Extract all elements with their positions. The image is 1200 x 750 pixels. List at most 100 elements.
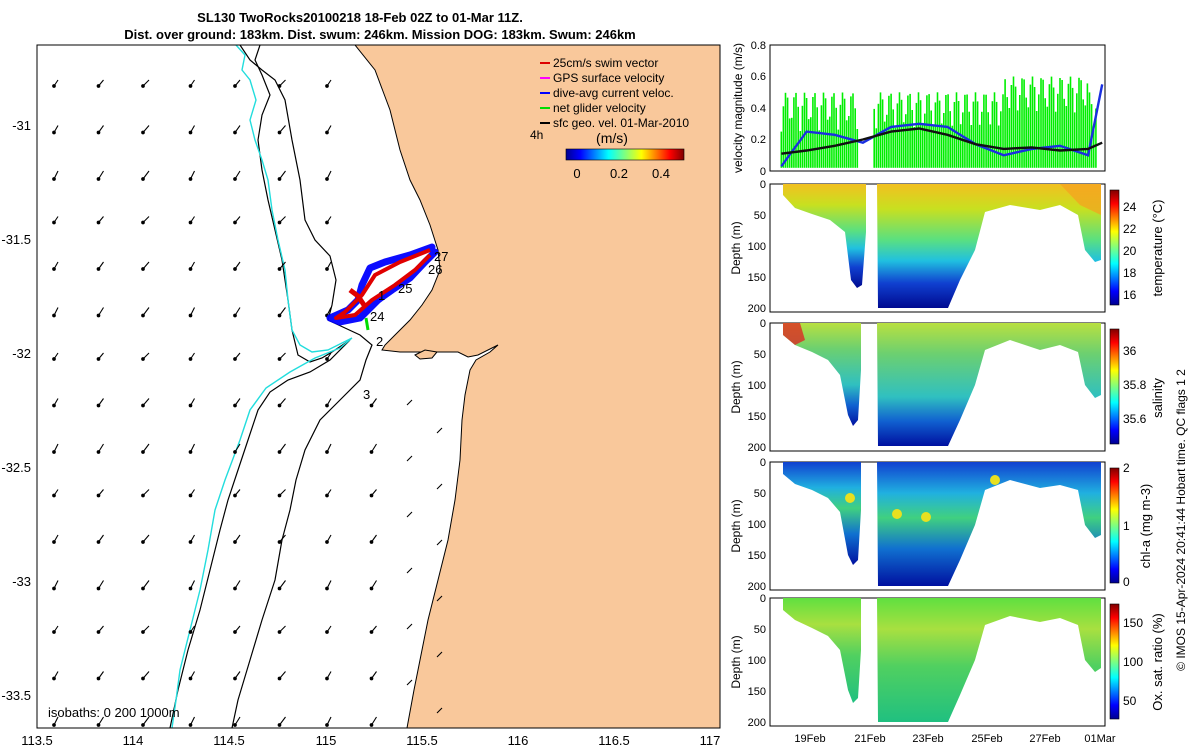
geostrophic-vector (436, 595, 443, 602)
sal-ctick: 35.8 (1123, 378, 1147, 392)
legend-label: 25cm/s swim vector (553, 56, 658, 70)
vector-head (188, 267, 193, 271)
lat-tick: -32 (12, 346, 31, 361)
vector-head (188, 313, 193, 318)
chla-panel (769, 461, 1106, 591)
vector-head (52, 220, 56, 225)
vector-head (233, 130, 237, 135)
day-marker: 2 (376, 334, 383, 349)
depth-tick: 50 (754, 349, 766, 361)
vector-head (52, 630, 56, 634)
depth-label: Depth (m) (729, 499, 743, 552)
chla-maximum (990, 475, 1000, 485)
glider-track (326, 243, 439, 331)
isobath-200m (169, 45, 351, 728)
ox-ctick: 100 (1123, 655, 1143, 669)
vector-head (141, 177, 145, 181)
vector-head (52, 267, 56, 271)
geostrophic-vector (436, 651, 443, 658)
timestep-label: 4h (530, 128, 543, 142)
vector-head (277, 493, 282, 498)
vector-head (233, 676, 237, 681)
time-tick: 25Feb (971, 733, 1002, 745)
vector-head (96, 220, 101, 225)
depth-tick: 150 (748, 411, 766, 423)
chla-colorbar (1109, 467, 1120, 584)
sal-ctick: 36 (1123, 344, 1137, 358)
vector-head (277, 130, 282, 135)
map-title-line1: SL130 TwoRocks20100218 18-Feb 02Z to 01-… (197, 10, 523, 25)
vector-head (369, 540, 374, 544)
lat-tick: -33 (12, 574, 31, 589)
vector-head (141, 450, 145, 454)
vector-head (188, 220, 193, 225)
vector-head (325, 177, 329, 181)
salinity-panel (769, 322, 1106, 452)
temp-ctick: 20 (1123, 244, 1137, 258)
vector-head (141, 403, 145, 408)
sal-ctick: 35.6 (1123, 412, 1147, 426)
imos-credit: © IMOS 15-Apr-2024 20:41:44 Hobart time.… (1174, 369, 1188, 671)
vector-head (277, 403, 282, 408)
velocity-panel: 0 0.2 0.4 0.6 0.8 velocity magnitude (m/… (731, 40, 1106, 178)
vector-head (52, 540, 56, 544)
day-marker: 27 (434, 249, 448, 264)
vector-head (188, 84, 193, 88)
geostrophic-vector (406, 567, 413, 574)
small-island (414, 349, 438, 360)
temperature-section (783, 184, 866, 288)
colorbar-tick: 0.4 (652, 166, 670, 181)
day-marker: 24 (370, 309, 384, 324)
colorbar-title: (m/s) (596, 130, 628, 146)
lon-tick: 114.5 (213, 733, 245, 748)
temp-ctick: 24 (1123, 200, 1137, 214)
vector-head (96, 676, 101, 681)
geostrophic-vector (436, 539, 443, 546)
high-salinity-patch (783, 323, 805, 345)
depth-tick: 100 (748, 241, 766, 253)
legend-label: dive-avg current veloc. (553, 86, 674, 100)
vector-head (141, 586, 145, 591)
velocity-ylabel: velocity magnitude (m/s) (731, 43, 745, 173)
salinity-section (877, 323, 1101, 446)
vector-head (277, 177, 282, 181)
chla-ctick: 0 (1123, 575, 1130, 589)
vector-head (233, 630, 237, 634)
vector-head (96, 540, 101, 544)
vector-head (96, 493, 101, 498)
isobath-1000m (171, 45, 353, 728)
vector-head (96, 267, 101, 271)
depth-tick: 100 (748, 519, 766, 531)
vector-head (188, 540, 193, 544)
vector-head (141, 630, 145, 634)
vector-head (188, 177, 193, 181)
vector-head (277, 630, 282, 634)
depth-tick: 50 (754, 210, 766, 222)
vel-ytick: 0.6 (751, 71, 766, 83)
vector-head (233, 313, 237, 318)
vector-head (96, 177, 101, 181)
vector-head (369, 493, 374, 498)
lon-tick: 116 (508, 733, 529, 748)
map-legend: 25cm/s swim vector GPS surface velocity … (530, 56, 689, 181)
vector-head (141, 493, 145, 498)
vector-head (233, 267, 237, 271)
vector-head (52, 403, 56, 408)
vector-head (141, 130, 145, 135)
vector-head (325, 267, 329, 271)
velocity-yticks: 0 0.2 0.4 0.6 0.8 (751, 40, 766, 178)
time-axis: 19Feb 21Feb 23Feb 25Feb 27Feb 01Mar (794, 733, 1116, 745)
lon-tick: 117 (700, 733, 721, 748)
time-tick: 23Feb (912, 733, 943, 745)
vector-head (96, 403, 101, 408)
vector-head (52, 586, 56, 591)
depth-tick: 0 (760, 179, 766, 191)
temperature-label: temperature (°C) (1150, 200, 1165, 297)
vector-head (96, 723, 101, 727)
isobaths-label: isobaths: 0 200 1000m (48, 705, 180, 720)
legend-item: net glider velocity (540, 101, 646, 115)
speed-colorbar (565, 148, 685, 161)
dive-avg-current-series (780, 84, 1104, 168)
vector-head (233, 540, 237, 544)
vector-head (188, 723, 193, 727)
